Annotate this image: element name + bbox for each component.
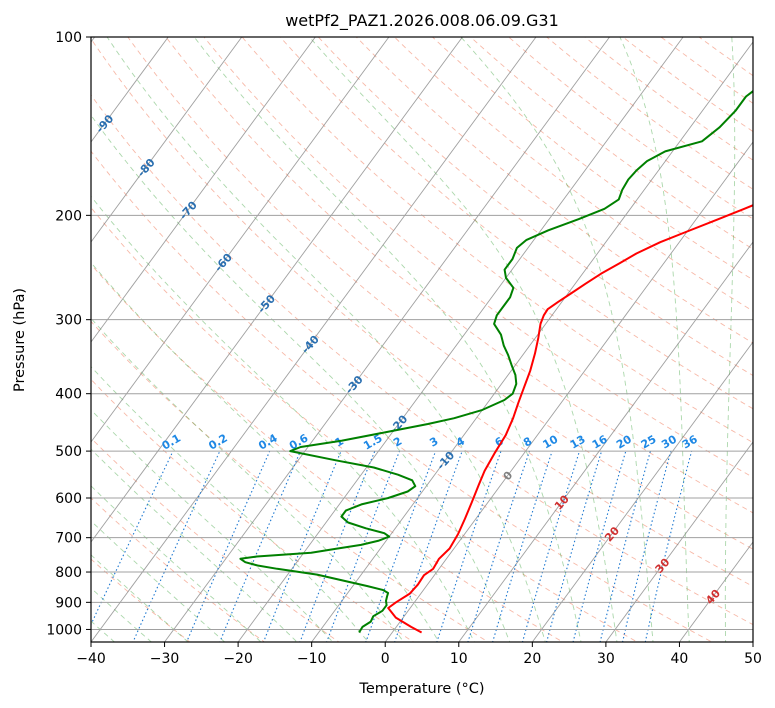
mixing-ratio-line [521,450,581,642]
mixing-ratio-line [599,450,651,642]
x-tick-label: −30 [150,651,180,667]
mixing-ratio-line [132,450,221,642]
dry-adiabat [91,437,340,642]
moist-adiabat [91,195,475,642]
dry-adiabat [470,37,753,250]
y-axis-title: Pressure (hPa) [12,288,28,392]
isotherm [91,37,243,243]
plot-frame [90,36,754,643]
x-tick-label: 40 [671,651,689,667]
y-tick-label: 600 [55,491,82,507]
isotherm [91,37,537,642]
dry-adiabat [91,497,266,642]
y-tick-label: 1000 [46,622,82,638]
y-tick-label: 800 [55,565,82,581]
mixing-ratio-line [621,450,672,642]
x-tick-label: 0 [381,651,390,667]
y-tick-label: 200 [55,208,82,224]
mixing-ratio-line [299,450,376,642]
mixing-ratio-line [546,450,603,642]
x-tick-label: −10 [297,651,327,667]
chart-title: wetPf2_PAZ1.2026.008.06.09.G31 [285,11,559,31]
dewpoint-profile-line [239,89,753,634]
y-tick-label: 900 [55,595,82,611]
x-tick-label: 20 [523,651,541,667]
dry-adiabat [91,263,564,642]
x-tick-label: 10 [450,651,468,667]
y-tick-label: 300 [55,313,82,329]
moist-adiabat [91,409,334,642]
x-tick-label: −20 [223,651,253,667]
isotherm [531,341,753,642]
mixing-ratio-line [326,450,401,642]
mixing-ratio-line [492,450,553,642]
x-axis-title: Temperature (°C) [358,681,484,697]
mixing-ratio-line [572,450,627,642]
mixing-ratio-line [644,450,693,642]
isotherm [384,141,753,642]
dry-adiabat [91,150,713,642]
x-tick-label: 30 [597,651,615,667]
dry-adiabat [355,37,753,344]
isotherm [91,37,463,543]
isotherm [237,37,684,642]
isotherm [605,441,753,642]
mixing-ratio-line [262,450,342,642]
y-tick-label: 700 [55,531,82,547]
isotherm [91,37,316,343]
axes: −40 −30 −20 −10 0 10 20 30 40 50 1000 900 800 700 600 5… [46,30,762,667]
isotherm [163,37,610,642]
mixing-ratio-line [467,450,531,642]
isotherm [678,541,753,642]
dry-adiabat [317,37,753,377]
y-tick-label: 100 [55,30,82,46]
moist-adiabat [91,520,226,642]
y-tick-label: 400 [55,387,82,403]
dry-adiabat [241,37,753,444]
x-tick-label: 50 [744,651,762,667]
mixing-ratio-line [186,450,271,642]
background-lines [91,37,753,642]
moist-adiabat [91,554,189,642]
isotherm [91,37,390,443]
isotherm [91,37,169,143]
dry-adiabat [91,206,639,642]
temperature-profile-line [387,204,753,634]
y-tick-label: 500 [55,444,82,460]
mixing-ratio-line [91,450,174,626]
moist-adiabat [91,587,153,642]
moist-adiabat [309,37,618,642]
dry-adiabat [203,37,753,478]
dry-adiabat [279,37,753,410]
x-tick-label: −40 [76,651,106,667]
mixing-ratio-line [219,450,302,642]
isotherm [458,241,753,642]
sounding-profiles [239,89,753,634]
dry-adiabat [508,37,753,220]
isotherm [311,41,753,642]
